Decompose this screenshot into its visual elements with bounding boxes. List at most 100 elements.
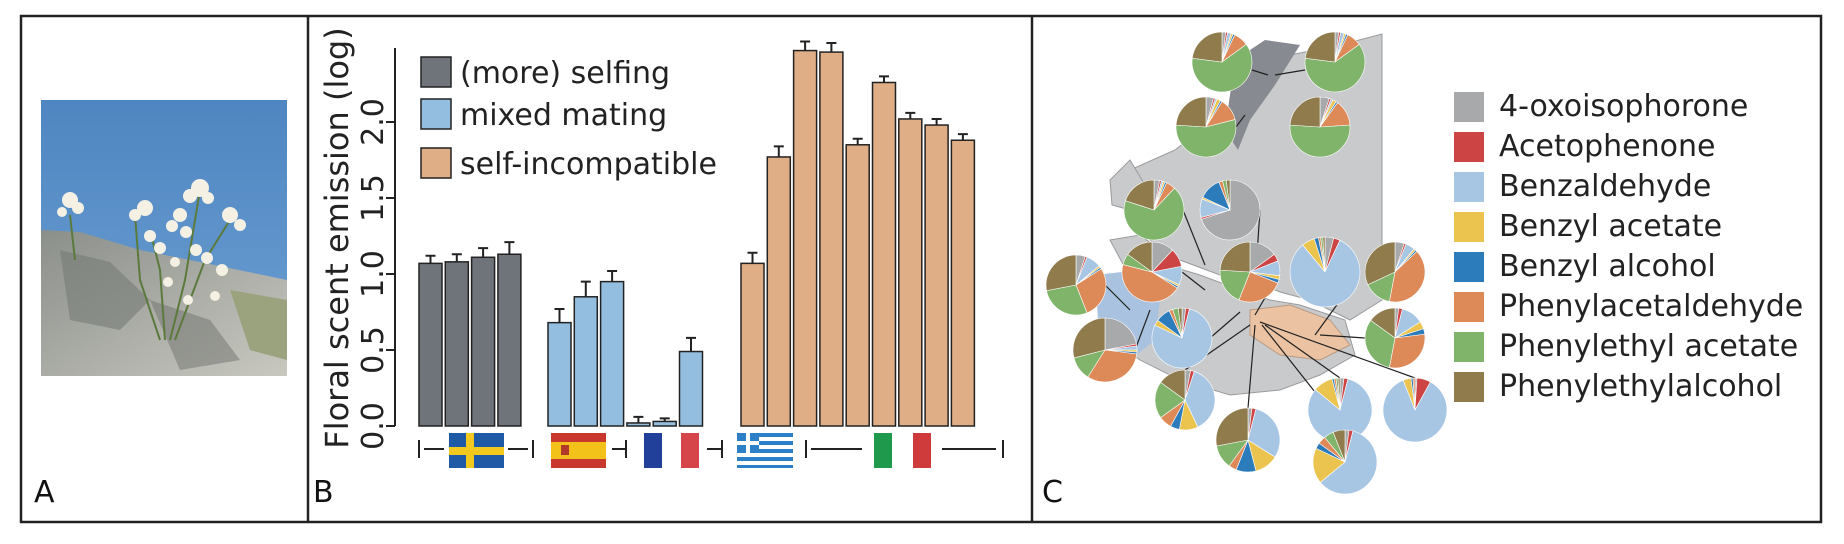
pie-slice — [1175, 96, 1207, 128]
error-bar — [554, 307, 565, 323]
country-ranges — [418, 440, 1004, 458]
pie-slice — [1289, 239, 1361, 308]
pie-chart — [1175, 96, 1237, 158]
pie-slice — [1075, 268, 1107, 314]
pie-chart — [1307, 377, 1373, 443]
error-bar — [580, 280, 591, 297]
legend-label-benzaldehyde: Benzaldehyde — [1499, 169, 1711, 204]
y-tick-label: 0.5 — [356, 326, 391, 374]
connector-line — [1319, 334, 1366, 339]
error-bar — [633, 415, 644, 423]
pie-slice — [1412, 377, 1416, 411]
bar — [898, 118, 923, 427]
bar — [766, 156, 792, 427]
legend-label-selfing: (more) selfing — [460, 56, 670, 91]
y-tick-label: 1.5 — [356, 174, 391, 222]
pie-slice — [1121, 264, 1178, 303]
legend-label-4-oxoisophorone: 4-oxoisophorone — [1499, 89, 1748, 124]
pie-slice — [1046, 284, 1088, 316]
pie-slice — [1123, 187, 1185, 241]
bar-chart: 0.0 0.5 1.0 1.5 2.0 Floral scent emissio… — [318, 27, 1004, 468]
legend-label-benzyl-acetate: Benzyl acetate — [1499, 209, 1722, 244]
pie-chart — [1191, 31, 1253, 93]
panel-label-b: B — [313, 475, 334, 510]
pie-slice — [1045, 254, 1077, 291]
pie-chart — [1289, 96, 1351, 158]
pie-slice — [1219, 241, 1251, 273]
pie-chart — [1072, 317, 1138, 383]
flag-greece-icon — [737, 433, 793, 468]
pie-slice — [1154, 381, 1186, 419]
error-bar — [607, 269, 618, 282]
pie-chart — [1219, 241, 1281, 303]
error-bar — [826, 41, 837, 53]
pie-slice — [1104, 317, 1137, 351]
bar — [740, 262, 765, 427]
pie-slice — [1322, 236, 1326, 273]
bar — [573, 296, 599, 427]
bar — [444, 261, 470, 427]
bar — [547, 321, 572, 427]
bar — [845, 144, 870, 427]
pie-chart — [1121, 241, 1183, 303]
error-bar — [879, 75, 889, 83]
legend-swatch-selfing — [420, 56, 452, 88]
pie-chart — [1364, 307, 1426, 369]
legend-swatch-phenylethylalcohol — [1454, 372, 1484, 402]
pie-slice — [1219, 269, 1251, 301]
panel-label-c: C — [1042, 475, 1063, 510]
error-bar — [686, 336, 696, 352]
legend-label-phenylethyl-acetate: Phenylethyl acetate — [1499, 329, 1798, 364]
pie-slice — [1319, 430, 1378, 495]
bar — [950, 139, 976, 427]
error-bar — [800, 40, 811, 51]
pie-charts — [1045, 31, 1448, 495]
y-axis: 0.0 0.5 1.0 1.5 2.0 Floral scent emissio… — [318, 27, 396, 450]
pie-slice — [1238, 271, 1279, 303]
error-bar — [478, 247, 489, 258]
connector-line — [1182, 209, 1206, 266]
pie-chart — [1364, 241, 1426, 303]
pie-slice — [1289, 124, 1351, 158]
connector-line — [1181, 271, 1206, 291]
bar — [626, 422, 651, 427]
legend-swatch-phenylethyl-acetate — [1454, 332, 1484, 362]
legend-label-phenylacetaldehyde: Phenylacetaldehyde — [1499, 289, 1803, 324]
flag-sweden-icon — [449, 433, 504, 468]
bar-legend: (more) selfing mixed mating self-incompa… — [420, 56, 717, 182]
connector-line — [1259, 321, 1416, 379]
legend-label-mixed: mixed mating — [460, 98, 667, 133]
pie-slice — [1215, 407, 1249, 447]
pie-chart — [1045, 254, 1107, 316]
pie-slice — [1364, 319, 1396, 368]
figure-frame — [19, 14, 1823, 524]
pie-slice — [1184, 371, 1216, 428]
error-bar — [852, 137, 863, 145]
error-bar — [747, 251, 758, 264]
error-bar — [773, 145, 784, 157]
connector-line — [1134, 309, 1151, 351]
bar — [652, 420, 677, 427]
bar — [497, 253, 522, 427]
error-bar — [957, 133, 968, 141]
pie-chart — [1304, 31, 1366, 93]
panel-label-a: A — [34, 475, 55, 510]
pie-slice — [1072, 317, 1106, 359]
pie-slice — [1125, 179, 1155, 211]
connector-line — [1235, 114, 1246, 128]
bar — [470, 256, 496, 427]
panel-a-photo — [41, 100, 287, 376]
bar — [599, 280, 625, 427]
flag-spain-icon — [551, 433, 606, 468]
bar — [678, 350, 704, 427]
pie-slice — [1177, 307, 1183, 339]
error-bar — [504, 241, 515, 255]
pie-chart — [1199, 179, 1261, 241]
legend-label-si: self-incompatible — [460, 147, 717, 182]
error-bar — [659, 417, 670, 422]
pie-chart — [1312, 429, 1378, 495]
legend-swatch-mixed — [420, 98, 452, 130]
legend-swatch-4-oxoisophorone — [1454, 92, 1484, 122]
connector-line — [1251, 69, 1269, 76]
